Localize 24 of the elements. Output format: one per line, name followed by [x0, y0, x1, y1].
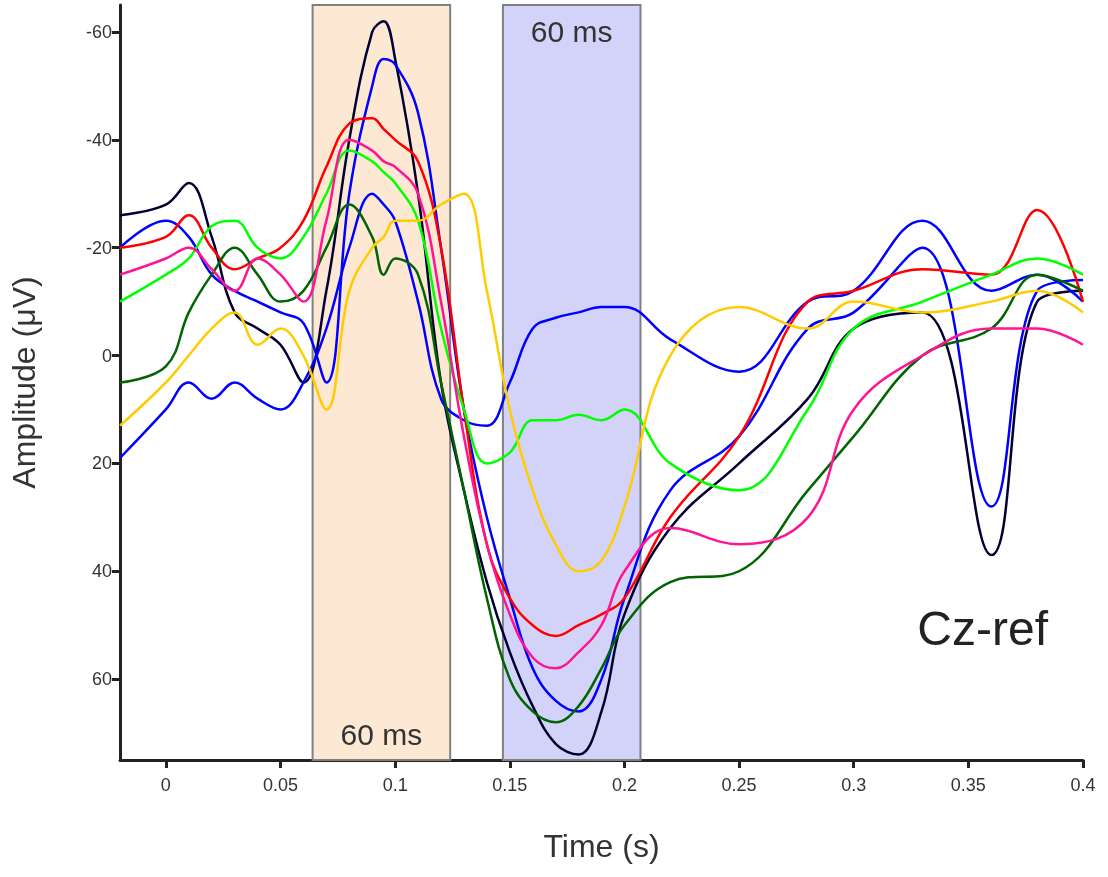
x-tick-label: 0 [160, 775, 171, 795]
x-tick-label: 0.1 [382, 775, 408, 795]
y-axis-title: Amplitude (μV) [6, 276, 42, 489]
y-tick-label: -20 [85, 237, 112, 258]
x-tick-label: 0.3 [841, 775, 867, 795]
y-tick-label: 0 [101, 345, 112, 366]
line-series [118, 149, 1085, 492]
x-tick-label: 0.05 [262, 775, 299, 795]
line-series [118, 203, 1085, 724]
y-tick-label: 40 [91, 561, 112, 582]
x-tick-label: 0.35 [950, 775, 986, 795]
x-tick-label: 0.15 [492, 775, 528, 795]
annotation: Cz-ref [917, 601, 1049, 655]
y-tick-label: 20 [91, 453, 112, 474]
y-tick-label: 60 [91, 669, 112, 690]
y-tick-label: -60 [85, 21, 112, 42]
band-label: 60 ms [340, 717, 423, 751]
y-tick-label: -40 [85, 129, 112, 150]
x-tick-label: 0.4 [1070, 775, 1096, 795]
line-series [118, 192, 1085, 573]
x-tick-label: 0.25 [721, 775, 757, 795]
x-axis-title: Time (s) [543, 828, 660, 864]
band-label: 60 ms [530, 14, 613, 48]
x-tick-label: 0.2 [611, 775, 637, 795]
